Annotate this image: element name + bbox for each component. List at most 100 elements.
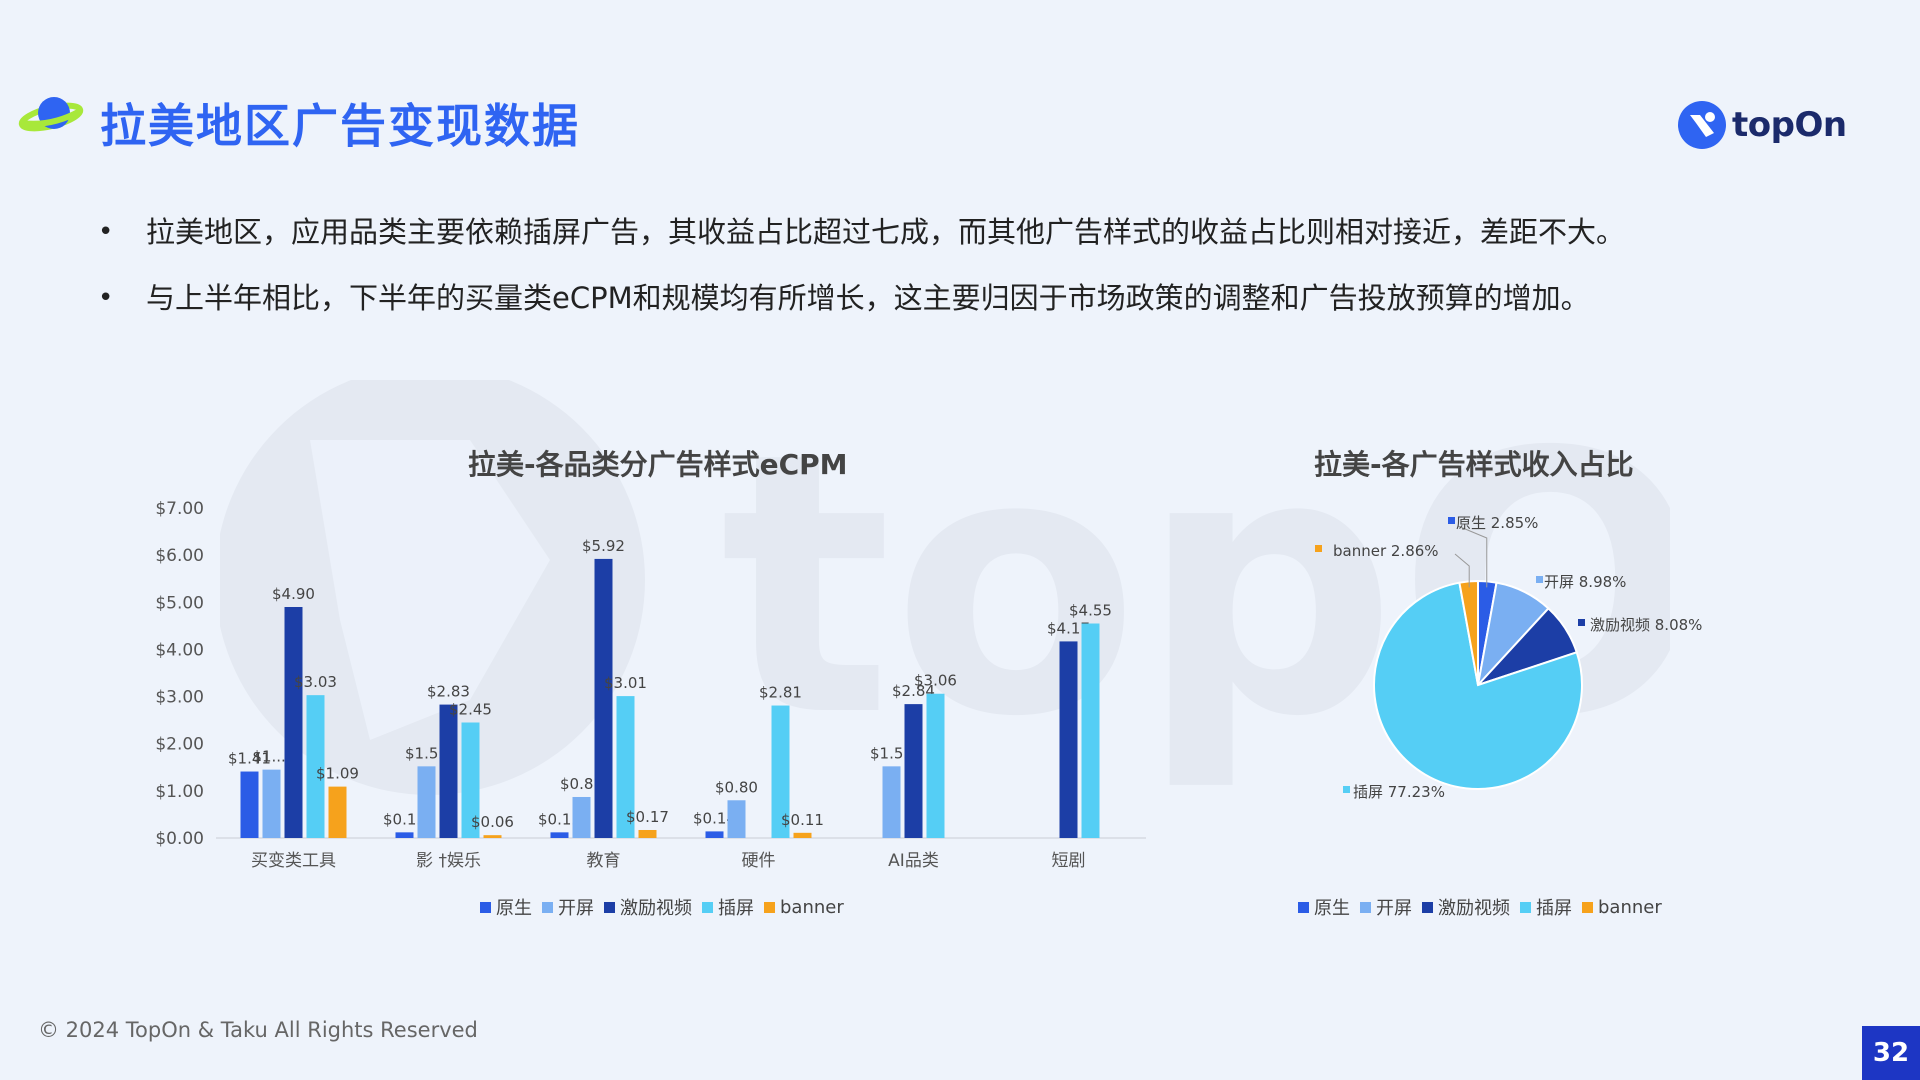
planet-icon: [18, 97, 84, 132]
bar: [1059, 641, 1078, 838]
bar-chart-legend: 原生 开屏 激励视频 插屏 banner: [480, 894, 844, 920]
bar: [727, 800, 746, 838]
bullet-dot: •: [98, 283, 114, 313]
legend-item: 原生: [480, 894, 532, 920]
logo-text: topOn: [1732, 105, 1847, 145]
legend-swatch: [1582, 901, 1593, 913]
legend-swatch: [604, 901, 615, 913]
data-label: $3.06: [914, 672, 957, 690]
data-label: $4.55: [1069, 602, 1112, 620]
legend-item: 开屏: [1360, 894, 1412, 920]
legend-label: 开屏: [558, 898, 594, 919]
bar: [1081, 623, 1100, 838]
data-label: $2.84: [892, 682, 935, 700]
legend-swatch: [542, 901, 553, 913]
data-label: $0.17: [626, 808, 669, 826]
data-label: $1.09: [316, 765, 359, 783]
y-tick-label: $4.00: [155, 640, 204, 660]
copyright-footer: © 2024 TopOn & Taku All Rights Reserved: [38, 1018, 478, 1042]
y-tick-label: $7.00: [155, 499, 204, 519]
leader-line: [1457, 525, 1488, 588]
data-label: $2.81: [759, 684, 802, 702]
pie-data-label: banner 2.86%: [1333, 542, 1439, 560]
leader-line: [1454, 553, 1470, 588]
bar: [572, 796, 591, 838]
pie-data-label: 开屏 8.98%: [1544, 573, 1626, 591]
data-label: $4.17: [1047, 619, 1090, 637]
bar: [328, 786, 347, 838]
legend-label: 插屏: [718, 898, 754, 919]
topon-logo-icon: [1678, 101, 1726, 149]
bar-chart: $0.00 $1.00 $2.00 $3.00 $4.00 $5.00 $6.00 $7.00…: [155, 499, 1146, 871]
data-label: $3.01: [604, 674, 647, 692]
x-tick-label: AI品类: [888, 851, 939, 871]
bar: [461, 722, 480, 838]
legend-swatch: [1360, 901, 1371, 913]
pie-label-marker: [1343, 786, 1350, 793]
bullet-list: • 拉美地区，应用品类主要依赖插屏广告，其收益占比超过七成，而其他广告样式的收益…: [98, 212, 1888, 344]
pie-label-marker: [1536, 576, 1543, 583]
legend-label: 激励视频: [1438, 898, 1510, 919]
bar: [904, 704, 923, 838]
pie-data-label: 插屏 77.23%: [1353, 783, 1445, 801]
data-label: $0.12: [538, 810, 581, 828]
legend-label: 原生: [1314, 898, 1350, 919]
legend-swatch: [480, 901, 491, 913]
data-label: $1....: [252, 748, 290, 766]
legend-item: 原生: [1298, 894, 1350, 920]
data-label: $5.92: [582, 537, 625, 555]
data-label: $0.06: [471, 813, 514, 831]
bullet-dot: •: [98, 217, 114, 247]
bullet-text: 与上半年相比，下半年的买量类eCPM和规模均有所增长，这主要归因于市场政策的调整…: [146, 281, 1590, 315]
x-tick-label: 短剧: [1052, 851, 1086, 871]
data-label: $2.83: [427, 683, 470, 701]
bar: [771, 705, 790, 838]
pie-chart-legend: 原生 开屏 激励视频 插屏 banner: [1298, 894, 1662, 920]
y-tick-label: $5.00: [155, 593, 204, 613]
data-label: $0.11: [781, 811, 824, 829]
data-label: $2.45: [449, 701, 492, 719]
data-label: $3.03: [294, 673, 337, 691]
legend-item: 激励视频: [604, 894, 692, 920]
data-label: $4.90: [272, 585, 315, 603]
pie-slice: [1458, 579, 1479, 686]
topon-logo: topOn: [1676, 97, 1847, 153]
legend-item: 插屏: [1520, 894, 1572, 920]
data-label: $0.12: [383, 810, 426, 828]
bar: [395, 832, 414, 838]
y-tick-label: $6.00: [155, 546, 204, 566]
data-label: $1.52: [870, 744, 913, 762]
legend-swatch: [702, 901, 713, 913]
page-title: 拉美地区广告变现数据: [100, 99, 580, 153]
data-label: $0.87: [560, 775, 603, 793]
legend-item: 激励视频: [1422, 894, 1510, 920]
y-tick-label: $0.00: [155, 829, 204, 849]
bar: [793, 832, 812, 838]
pie-label-marker: [1448, 517, 1455, 524]
legend-label: 插屏: [1536, 898, 1572, 919]
bar: [550, 832, 569, 838]
legend-item: 开屏: [542, 894, 594, 920]
legend-label: 激励视频: [620, 898, 692, 919]
legend-label: 开屏: [1376, 898, 1412, 919]
x-tick-label: 硬件: [742, 851, 776, 871]
bar: [439, 704, 458, 838]
x-tick-label: 买变类工具: [251, 851, 336, 871]
pie-data-label: 原生 2.85%: [1456, 514, 1538, 532]
y-tick-label: $1.00: [155, 782, 204, 802]
x-tick-label: 影 †娱乐: [416, 851, 481, 871]
data-label: $1.41: [228, 750, 271, 768]
bullet-item: • 与上半年相比，下半年的买量类eCPM和规模均有所增长，这主要归因于市场政策的…: [98, 278, 1888, 344]
legend-label: banner: [780, 896, 844, 918]
bar: [882, 766, 901, 838]
pie-chart: 原生 2.85% 开屏 8.98% 激励视频 8.08% 插屏 77.23% banne…: [1315, 514, 1702, 801]
legend-item: banner: [764, 897, 844, 918]
bar: [926, 693, 945, 838]
bullet-item: • 拉美地区，应用品类主要依赖插屏广告，其收益占比超过七成，而其他广告样式的收益…: [98, 212, 1888, 278]
bar: [306, 695, 325, 838]
y-tick-label: $3.00: [155, 688, 204, 708]
legend-item: 插屏: [702, 894, 754, 920]
data-label: $1.52: [405, 744, 448, 762]
bar: [638, 829, 657, 838]
